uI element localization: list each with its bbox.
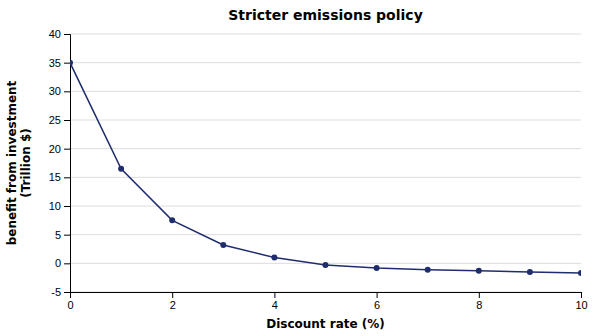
y-tick-mark <box>64 206 70 207</box>
title: Stricter emissions policy <box>228 7 423 23</box>
x-tick-label: 10 <box>575 299 587 311</box>
x-tick: 0 <box>67 292 73 311</box>
grid-line <box>70 206 581 207</box>
y-tick-label: 0 <box>55 257 61 269</box>
grid-line <box>70 120 581 121</box>
y-tick-mark <box>64 149 70 150</box>
y-tick: -5 <box>51 286 70 298</box>
x-tick-mark <box>172 292 173 298</box>
y-tick: 35 <box>49 57 70 69</box>
y-tick-label: -5 <box>51 286 61 298</box>
y-tick-label: 25 <box>49 114 61 126</box>
x-tick-mark <box>479 292 480 298</box>
plot-area <box>70 60 581 276</box>
x-axis-line <box>71 293 582 299</box>
grid-line <box>70 234 581 235</box>
x-tick-label: 4 <box>272 299 278 311</box>
data-point <box>527 269 533 275</box>
data-point <box>374 265 380 271</box>
x-tick-label: 6 <box>374 299 380 311</box>
x-tick: 8 <box>476 292 482 311</box>
y-tick: 0 <box>55 257 70 269</box>
y-tick-label: 5 <box>55 229 61 241</box>
y-tick-mark <box>64 91 70 92</box>
data-point <box>476 268 482 274</box>
grid-line <box>70 177 581 178</box>
data-point <box>70 60 73 66</box>
y-tick-mark <box>64 235 70 236</box>
x-tick-label: 2 <box>170 299 176 311</box>
grid-line <box>70 34 581 35</box>
y-tick-mark <box>64 63 70 64</box>
y-axis-title: benefit from investment(Trillion $) <box>5 80 33 245</box>
y-tick-label: 10 <box>49 200 61 212</box>
y-tick: 15 <box>49 171 70 183</box>
data-point <box>578 270 581 276</box>
x-tick: 6 <box>374 292 380 311</box>
y-tick: 5 <box>55 229 70 241</box>
x-tick-label: 8 <box>476 299 482 311</box>
x-tick-mark <box>377 292 378 298</box>
y-tick-label: 15 <box>49 171 61 183</box>
y-tick-label: 35 <box>49 57 61 69</box>
y-tick: 10 <box>49 200 70 212</box>
grid-line <box>70 91 581 92</box>
grid-line <box>70 148 581 149</box>
grid <box>70 34 581 292</box>
y-tick-label: 20 <box>49 143 61 155</box>
y-tick-mark <box>64 177 70 178</box>
y-tick: 25 <box>49 114 70 126</box>
y-tick-label: 40 <box>49 28 61 40</box>
y-tick-label: 30 <box>49 85 61 97</box>
y-tick: 40 <box>49 28 70 40</box>
x-axis-title: Discount rate (%) <box>266 317 385 331</box>
y-tick-mark <box>64 292 70 293</box>
x-tick: 10 <box>575 292 587 311</box>
y-tick: 20 <box>49 143 70 155</box>
y-axis-line <box>64 35 71 293</box>
y-tick-mark <box>64 34 70 35</box>
x-tick-mark <box>581 292 582 298</box>
data-point <box>118 166 124 172</box>
data-point <box>169 217 175 223</box>
y-axis: -5 0 5 10 15 20 25 30 35 40 <box>49 28 71 298</box>
x-tick-mark <box>274 292 275 298</box>
x-axis: 0 2 4 6 8 10 <box>67 292 587 311</box>
y-tick-mark <box>64 120 70 121</box>
grid-line <box>70 62 581 63</box>
y-tick: 30 <box>49 85 70 97</box>
data-point <box>220 242 226 248</box>
x-tick-label: 0 <box>67 299 73 311</box>
data-point <box>323 262 329 268</box>
chart: 0 2 4 6 8 10 -5 0 5 10 15 20 25 30 35 40 Stricter emissi… <box>0 0 599 336</box>
data-point <box>425 267 431 273</box>
x-tick: 4 <box>272 292 278 311</box>
data-point <box>271 255 277 261</box>
y-tick-mark <box>64 263 70 264</box>
data-line <box>70 63 581 273</box>
x-tick: 2 <box>170 292 176 311</box>
